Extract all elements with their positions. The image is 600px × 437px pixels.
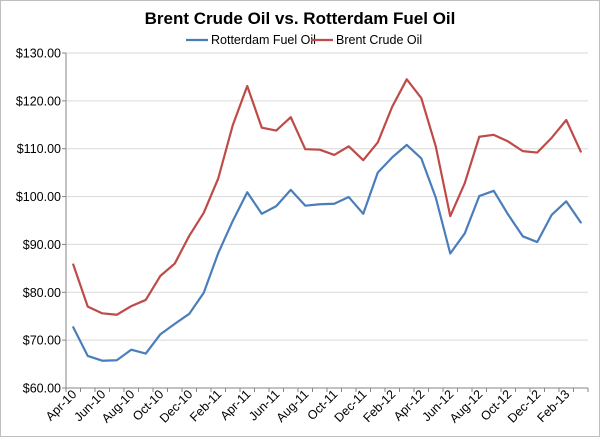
chart-title: Brent Crude Oil vs. Rotterdam Fuel Oil (145, 9, 456, 28)
y-tick-label: $130.00 (16, 47, 61, 61)
y-tick-label: $80.00 (23, 286, 61, 300)
legend-label-rotterdam: Rotterdam Fuel Oil (211, 33, 316, 47)
x-tick-label: Feb-13 (534, 387, 572, 425)
x-tick-label: Dec-12 (505, 387, 543, 425)
axes (62, 52, 589, 392)
y-tick-label: $120.00 (16, 94, 61, 108)
y-tick-label: $60.00 (23, 382, 61, 396)
gridlines (66, 52, 588, 341)
legend: Rotterdam Fuel Oil Brent Crude Oil (186, 33, 422, 47)
y-axis-tick-labels: $60.00 $70.00 $80.00 $90.00 $100.00 $110.00 $1… (16, 47, 61, 396)
x-tick-label: Dec-10 (157, 387, 195, 425)
x-tick-label: Aug-11 (274, 387, 312, 425)
y-tick-label: $90.00 (23, 238, 61, 252)
y-tick-label: $100.00 (16, 190, 61, 204)
x-tick-label: Feb-11 (187, 387, 224, 424)
x-axis-tick-labels: Apr-10Jun-10Aug-10Oct-10Dec-10Feb-11Apr-… (43, 387, 572, 425)
x-tick-label: Apr-11 (218, 387, 254, 423)
y-tick-label: $70.00 (23, 334, 61, 348)
series-lines (72, 78, 582, 362)
x-tick-label: Aug-12 (447, 387, 485, 425)
x-tick-label: Aug-10 (99, 387, 137, 425)
series-line-brent-crude-oil (72, 78, 582, 316)
series-line-rotterdam-fuel-oil (72, 143, 582, 362)
x-tick-label: Apr-12 (391, 387, 427, 423)
legend-label-brent: Brent Crude Oil (336, 33, 422, 47)
x-tick-label: Feb-12 (360, 387, 398, 425)
y-tick-label: $110.00 (17, 142, 61, 156)
